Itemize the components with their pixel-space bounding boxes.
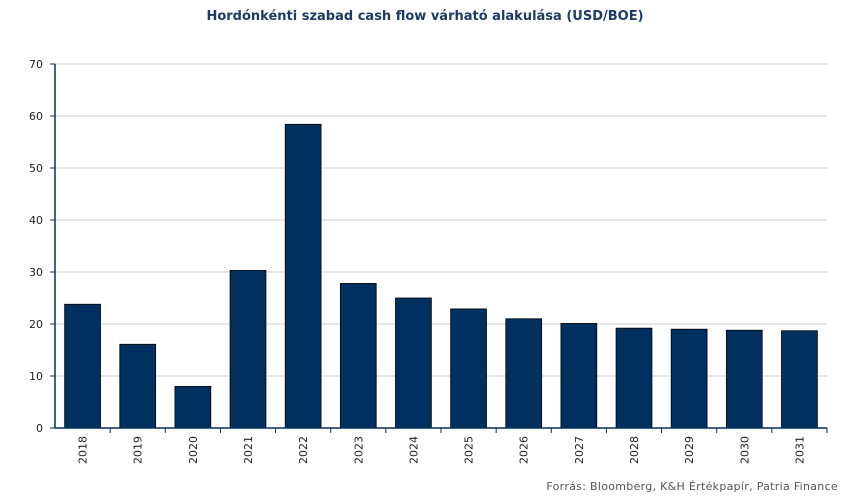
y-tick-labels: 0 10 20 30 40 50 60 70 [29,58,43,435]
x-tick-labels: 2018 2019 2020 2021 2022 2023 2024 2025 2026 2027… [77,436,807,464]
bar-2020 [174,385,212,429]
x-tick-label: 2025 [463,436,476,464]
x-tick-label: 2018 [77,436,90,464]
bar-2023 [339,283,377,429]
y-tick-label: 20 [29,318,43,331]
x-tick-label: 2029 [683,436,696,464]
x-tick-label: 2026 [518,436,531,464]
x-tick-label: 2027 [573,436,586,464]
gridlines [55,63,827,377]
x-tick-label: 2023 [352,436,365,464]
x-tick-label: 2021 [242,436,255,464]
y-tick-label: 0 [36,422,43,435]
axes [50,63,828,433]
bar-2021 [229,270,267,429]
bar-2026 [505,318,543,429]
bar-2019 [119,343,157,429]
bar-2022 [284,123,322,429]
bar-2025 [450,308,487,429]
y-tick-label: 40 [29,214,43,227]
x-tick-label: 2019 [132,436,145,464]
x-tick-label: 2028 [628,436,641,464]
bars [64,123,818,429]
x-tick-label: 2030 [738,436,751,464]
y-tick-label: 50 [29,162,43,175]
source-note: Forrás: Bloomberg, K&H Értékpapír, Patri… [546,480,838,493]
y-tick-label: 30 [29,266,43,279]
y-tick-label: 10 [29,370,43,383]
bar-2018 [64,303,101,429]
bar-2030 [725,329,763,429]
bar-2029 [670,328,708,429]
bar-2031 [781,330,818,429]
x-tick-label: 2020 [187,436,200,464]
chart-title: Hordónkénti szabad cash flow várható ala… [206,9,644,24]
y-tick-label: 60 [29,110,43,123]
bar-2027 [560,323,598,429]
bar-2024 [395,297,432,429]
x-tick-label: 2031 [793,436,806,464]
y-tick-label: 70 [29,58,43,71]
bar-2028 [615,327,653,429]
x-tick-label: 2022 [297,436,310,464]
x-tick-label: 2024 [407,436,420,464]
